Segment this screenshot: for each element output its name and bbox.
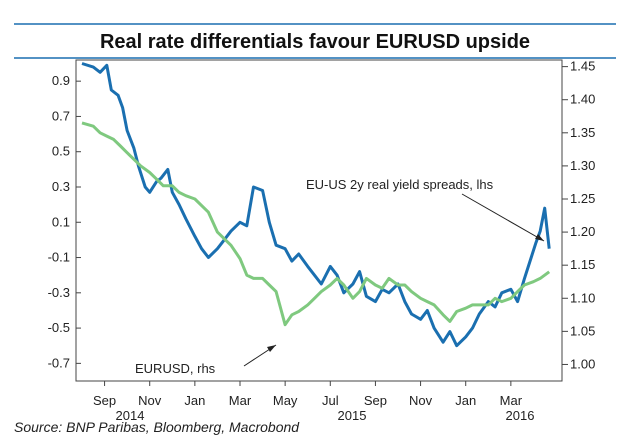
right-tick-label: 1.10 <box>570 290 595 305</box>
x-tick-label: Nov <box>138 393 162 408</box>
x-tick-label: Sep <box>93 393 116 408</box>
x-tick-label: Mar <box>500 393 523 408</box>
right-tick-label: 1.00 <box>570 356 595 371</box>
right-tick-label: 1.05 <box>570 323 595 338</box>
left-tick-label: 0.1 <box>52 214 70 229</box>
right-tick-label: 1.35 <box>570 125 595 140</box>
series-line-real-yield-spreads <box>81 62 551 348</box>
right-tick-label: 1.25 <box>570 191 595 206</box>
source-note: Source: BNP Paribas, Bloomberg, Macrobon… <box>14 419 300 435</box>
x-tick-label: Jul <box>322 393 339 408</box>
left-tick-label: 0.3 <box>52 179 70 194</box>
annotation-arrowhead-spreads <box>535 234 544 241</box>
series-line-eurusd <box>81 121 551 327</box>
left-tick-label: 0.9 <box>52 73 70 88</box>
left-tick-label: 0.7 <box>52 108 70 123</box>
year-label-2016: 2016 <box>506 408 535 423</box>
x-tick-label: Mar <box>229 393 252 408</box>
x-tick-label: Nov <box>409 393 433 408</box>
left-tick-label: 0.5 <box>52 144 70 159</box>
chart-title: Real rate differentials favour EURUSD up… <box>100 31 530 53</box>
left-tick-label: -0.5 <box>48 320 70 335</box>
annotation-arrow-spreads <box>461 193 545 242</box>
plot-area-frame <box>75 59 563 382</box>
x-tick-label: May <box>273 393 298 408</box>
year-label-2014: 2014 <box>116 408 145 423</box>
right-tick-label: 1.40 <box>570 92 595 107</box>
x-tick-label: Sep <box>364 393 387 408</box>
annotation-real-yield-spreads: EU-US 2y real yield spreads, lhs <box>306 177 494 192</box>
x-axis: Sep Nov Jan Mar May Jul Sep Nov Jan Mar <box>93 381 523 408</box>
right-tick-label: 1.45 <box>570 59 595 74</box>
right-tick-label: 1.20 <box>570 224 595 239</box>
x-tick-label: Jan <box>455 393 476 408</box>
annotation-arrowhead-eurusd <box>267 345 276 352</box>
left-tick-label: -0.3 <box>48 285 70 300</box>
left-axis: 0.9 0.7 0.5 0.3 0.1 -0.1 -0.3 -0.5 -0.7 <box>48 73 81 370</box>
right-tick-label: 1.30 <box>570 158 595 173</box>
right-axis: 1.45 1.40 1.35 1.30 1.25 1.20 1.15 1.10 1.05 1.00 <box>562 59 595 371</box>
x-tick-label: Jan <box>184 393 205 408</box>
annotation-eurusd: EURUSD, rhs <box>135 361 216 376</box>
year-label-2015: 2015 <box>338 408 367 423</box>
left-tick-label: -0.1 <box>48 250 70 265</box>
right-tick-label: 1.15 <box>570 257 595 272</box>
left-tick-label: -0.7 <box>48 355 70 370</box>
